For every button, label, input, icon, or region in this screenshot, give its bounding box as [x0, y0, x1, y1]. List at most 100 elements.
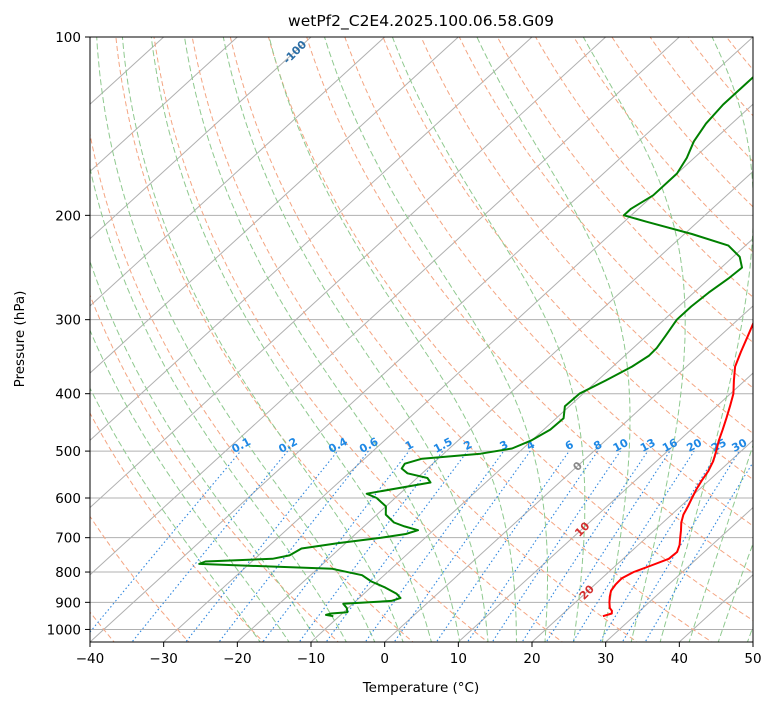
moist-adiabat: [222, 37, 489, 642]
y-axis: 1000 900 800 700 600 500 400 300 200 100: [47, 30, 90, 638]
dry-adiabat: [90, 293, 339, 642]
dry-adiabat: [535, 37, 753, 298]
mixing-ratio-line: [325, 450, 468, 642]
isotherm-gridline: [90, 37, 238, 173]
moist-adiabat: [688, 443, 753, 642]
dry-adiabat: [420, 37, 753, 435]
isotherm-gridline: [531, 439, 753, 642]
dry-adiabat: [306, 37, 753, 574]
moist-adiabat: [582, 37, 686, 642]
x-tick-label: −30: [149, 651, 178, 667]
moist-adiabat: [90, 165, 347, 642]
mixing-ratio-line: [521, 450, 649, 642]
mixing-ratio-label: 0.4: [326, 435, 350, 456]
mixing-ratio-line: [466, 450, 599, 642]
mixing-ratio-line: [621, 450, 740, 642]
mixing-ratio-label: 16: [660, 436, 680, 455]
y-axis-label: Pressure (hPa): [12, 291, 28, 388]
mixing-ratio-label: 20: [684, 436, 704, 455]
dry-adiabat: [115, 37, 489, 642]
isotherm-gridline: [90, 37, 533, 442]
moist-adiabat: [90, 259, 319, 642]
isotherm-gridline: [90, 37, 753, 642]
y-tick-label: 200: [55, 208, 81, 224]
chart-title: wetPf2_C2E4.2025.100.06.58.G09: [288, 12, 554, 31]
mixing-ratio-line: [218, 450, 369, 642]
mixing-ratio-label: 10: [611, 436, 631, 455]
dry-adiabat: [90, 412, 265, 642]
mixing-ratio-line: [545, 450, 671, 642]
dry-adiabat: [458, 37, 753, 389]
moist-adiabat: [391, 37, 586, 642]
moist-adiabat: [150, 37, 432, 642]
y-tick-label: 900: [55, 595, 81, 611]
y-tick-label: 1000: [47, 622, 81, 638]
temperature-trace: [602, 321, 753, 618]
dry-adiabat: [191, 37, 638, 642]
x-tick-label: −40: [76, 651, 105, 667]
mixing-ratio-label: 0.1: [230, 435, 253, 456]
dry-adiabat: [344, 37, 753, 527]
mixing-ratio-line: [298, 450, 444, 642]
dry-adiabat: [382, 37, 753, 481]
y-tick-label: 800: [55, 565, 81, 581]
dry-adiabat: [153, 37, 564, 642]
x-tick-label: 50: [744, 651, 761, 667]
mixing-ratio-line: [435, 450, 570, 642]
x-axis-label: Temperature (°C): [362, 680, 480, 696]
isotherm-gridline: [90, 37, 607, 509]
moist-adiabat: [324, 37, 548, 642]
mixing-ratio-line: [599, 450, 720, 642]
isotherm-gridline: [457, 372, 753, 642]
mixing-ratio-line: [364, 450, 505, 642]
mixing-ratio-label: 36: [750, 436, 770, 455]
mixing-ratio-line: [572, 450, 695, 642]
moist-adiabat: [121, 37, 404, 642]
moist-adiabat: [268, 37, 517, 642]
dewpoint-trace: [198, 75, 753, 618]
dry-adiabat: [90, 515, 190, 642]
mixing-ratio-line: [491, 450, 621, 642]
isotherm-gridline: [90, 37, 680, 576]
mixing-ratio-label: 30: [730, 436, 750, 455]
plot-frame: [89, 36, 754, 643]
moist-adiabat: [90, 329, 290, 642]
mixing-ratio-label: 0.6: [357, 435, 381, 456]
dry-adiabat: [687, 37, 753, 117]
y-tick-label: 100: [55, 30, 81, 46]
mixing-ratio-label: 1.5: [431, 435, 454, 456]
moist-adiabat: [476, 37, 631, 642]
x-tick-label: 20: [523, 651, 540, 667]
mixing-ratio-label: 13: [638, 436, 658, 455]
isotherm-gridline: [90, 37, 312, 240]
y-tick-label: 300: [55, 313, 81, 329]
isotherm-gridline: [384, 305, 753, 642]
dry-adiabat: [267, 37, 753, 622]
moist-adiabat: [184, 37, 461, 642]
dry-adiabat: [725, 37, 753, 71]
y-tick-label: 700: [55, 531, 81, 547]
mixing-ratio-line: [262, 450, 410, 642]
isotherm-gridline: [310, 237, 753, 642]
mixing-ratio-line: [393, 450, 531, 642]
x-tick-label: 0: [380, 651, 389, 667]
x-tick-label: 10: [450, 651, 467, 667]
x-tick-label: −20: [223, 651, 252, 667]
y-tick-label: 400: [55, 387, 81, 403]
isotherm-gridline: [752, 641, 753, 642]
dry-adiabat: [754, 24, 775, 645]
isotherm-gridline: [90, 37, 459, 374]
mixing-ratio-line: [90, 450, 242, 633]
isotherm-gridline: [605, 506, 753, 642]
dry-adiabat: [496, 37, 753, 344]
mixing-ratio-line: [185, 450, 339, 642]
mixing-ratio-label: 0.2: [276, 435, 299, 456]
x-tick-label: −10: [297, 651, 326, 667]
x-tick-label: 30: [597, 651, 614, 667]
y-tick-label: 600: [55, 491, 81, 507]
mixing-ratio-label: 25: [709, 436, 729, 455]
moist-adiabat: [659, 37, 753, 642]
isotherm-gridline: [90, 37, 386, 307]
